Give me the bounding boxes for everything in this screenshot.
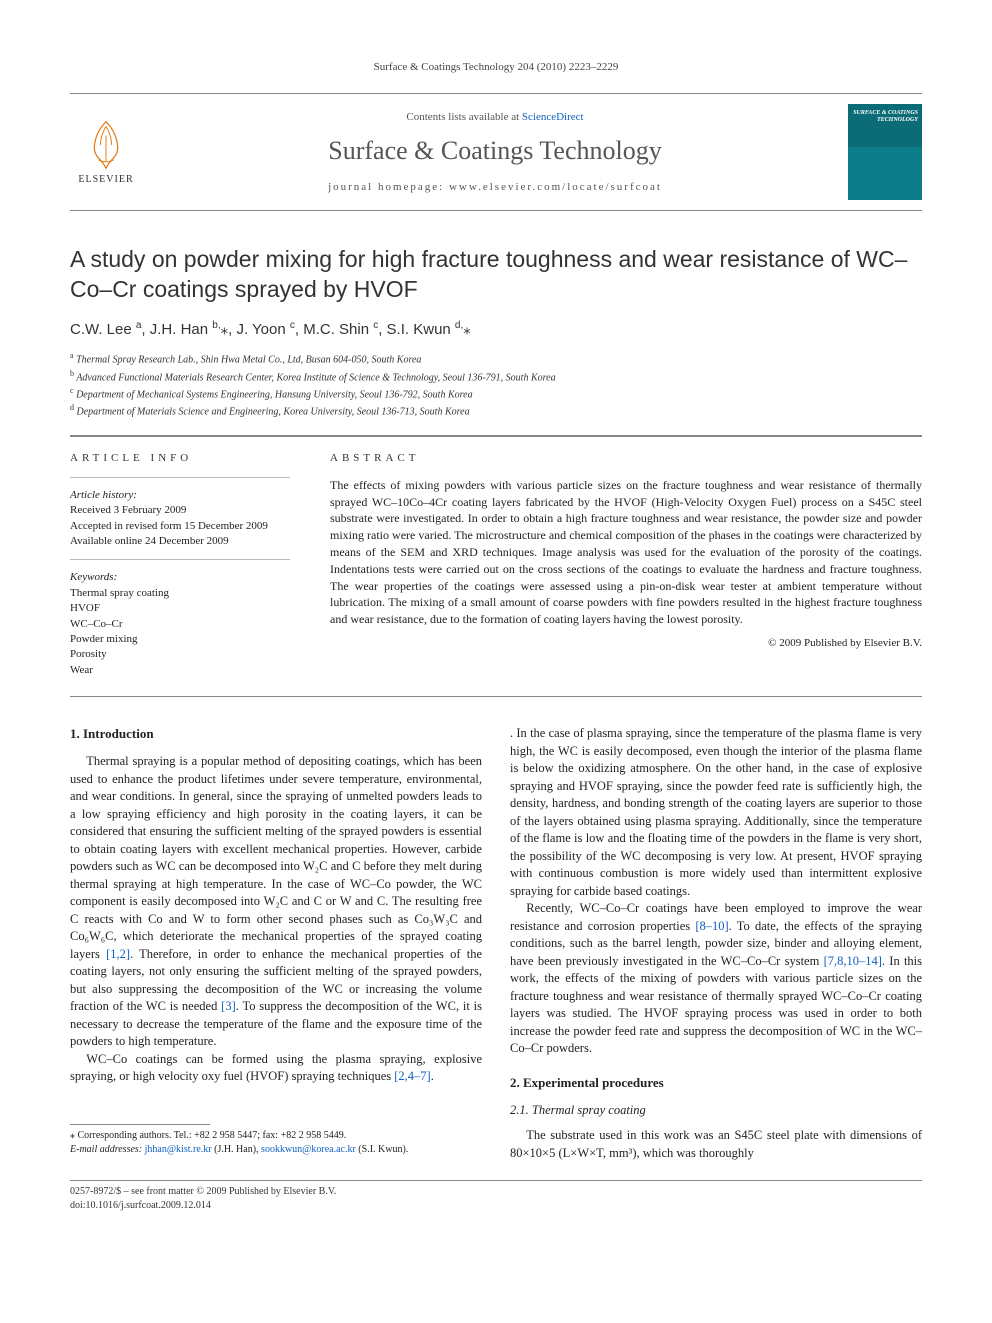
section-heading-intro: 1. Introduction [70, 725, 482, 743]
intro-paragraph-2a: WC–Co coatings can be formed using the p… [70, 1051, 482, 1086]
body-left-column: 1. Introduction Thermal spraying is a po… [70, 725, 482, 1162]
elsevier-tree-icon [78, 117, 134, 173]
keywords-list: Thermal spray coatingHVOFWC–Co–CrPowder … [70, 586, 290, 678]
divider [70, 559, 290, 560]
abstract-text: The effects of mixing powders with vario… [330, 477, 922, 628]
cover-title: SURFACE & COATINGS TECHNOLOGY [848, 110, 922, 123]
affiliations: a Thermal Spray Research Lab., Shin Hwa … [70, 350, 922, 419]
subsection-heading: 2.1. Thermal spray coating [510, 1102, 922, 1120]
sciencedirect-link[interactable]: ScienceDirect [522, 111, 584, 123]
footnotes: ⁎ Corresponding authors. Tel.: +82 2 958… [70, 1129, 482, 1157]
history-online: Available online 24 December 2009 [70, 534, 290, 549]
keywords-label: Keywords: [70, 570, 290, 585]
keyword-item: Wear [70, 663, 290, 678]
intro-paragraph-2b: . In the case of plasma spraying, since … [510, 725, 922, 900]
ref-link[interactable]: [1,2] [106, 947, 130, 961]
contents-line: Contents lists available at ScienceDirec… [156, 110, 834, 125]
divider [70, 477, 290, 478]
keyword-item: HVOF [70, 601, 290, 616]
footnote-rule [70, 1124, 210, 1125]
homepage-url: www.elsevier.com/locate/surfcoat [449, 181, 662, 193]
intro-paragraph-1: Thermal spraying is a popular method of … [70, 753, 482, 1051]
corresponding-author: ⁎ Corresponding authors. Tel.: +82 2 958… [70, 1129, 482, 1143]
history-revised: Accepted in revised form 15 December 200… [70, 519, 290, 534]
journal-name: Surface & Coatings Technology [156, 133, 834, 169]
email-link[interactable]: jhhan@kist.re.kr [145, 1144, 212, 1155]
issn-line: 0257-8972/$ – see front matter © 2009 Pu… [70, 1185, 922, 1199]
intro-paragraph-3: Recently, WC–Co–Cr coatings have been em… [510, 900, 922, 1058]
history-label: Article history: [70, 488, 290, 503]
abstract-copyright: © 2009 Published by Elsevier B.V. [330, 636, 922, 651]
article-info-heading: ARTICLE INFO [70, 451, 290, 466]
journal-cover-thumb: SURFACE & COATINGS TECHNOLOGY [848, 104, 922, 200]
ref-link[interactable]: [2,4–7] [394, 1069, 430, 1083]
publisher-logo: ELSEVIER [70, 112, 142, 192]
history-received: Received 3 February 2009 [70, 503, 290, 518]
keyword-item: Thermal spray coating [70, 586, 290, 601]
affiliation-item: d Department of Materials Science and En… [70, 402, 922, 419]
keyword-item: Porosity [70, 647, 290, 662]
email-link[interactable]: sookkwun@korea.ac.kr [261, 1144, 356, 1155]
keyword-item: Powder mixing [70, 632, 290, 647]
ref-link[interactable]: [8–10] [695, 919, 728, 933]
article-info-column: ARTICLE INFO Article history: Received 3… [70, 437, 300, 696]
running-head: Surface & Coatings Technology 204 (2010)… [70, 60, 922, 75]
section-heading-experimental: 2. Experimental procedures [510, 1074, 922, 1092]
exp-paragraph-1: The substrate used in this work was an S… [510, 1127, 922, 1162]
ref-link[interactable]: [7,8,10–14] [824, 954, 882, 968]
paper-title: A study on powder mixing for high fractu… [70, 245, 922, 305]
email-line: E-mail addresses: jhhan@kist.re.kr (J.H.… [70, 1143, 482, 1157]
body-right-column: . In the case of plasma spraying, since … [510, 725, 922, 1162]
affiliation-item: a Thermal Spray Research Lab., Shin Hwa … [70, 350, 922, 367]
homepage-prefix: journal homepage: [328, 181, 449, 193]
affiliation-item: b Advanced Functional Materials Research… [70, 368, 922, 385]
bottom-matter: 0257-8972/$ – see front matter © 2009 Pu… [70, 1180, 922, 1213]
journal-banner: ELSEVIER Contents lists available at Sci… [70, 93, 922, 211]
authors-line: C.W. Lee a, J.H. Han b,⁎, J. Yoon c, M.C… [70, 319, 922, 340]
affiliation-item: c Department of Mechanical Systems Engin… [70, 385, 922, 402]
publisher-name: ELSEVIER [78, 173, 133, 187]
keyword-item: WC–Co–Cr [70, 617, 290, 632]
ref-link[interactable]: [3] [221, 999, 236, 1013]
contents-prefix: Contents lists available at [406, 111, 521, 123]
doi-line: doi:10.1016/j.surfcoat.2009.12.014 [70, 1199, 922, 1213]
abstract-heading: ABSTRACT [330, 451, 922, 466]
homepage-line: journal homepage: www.elsevier.com/locat… [156, 180, 834, 195]
abstract-column: ABSTRACT The effects of mixing powders w… [330, 437, 922, 696]
